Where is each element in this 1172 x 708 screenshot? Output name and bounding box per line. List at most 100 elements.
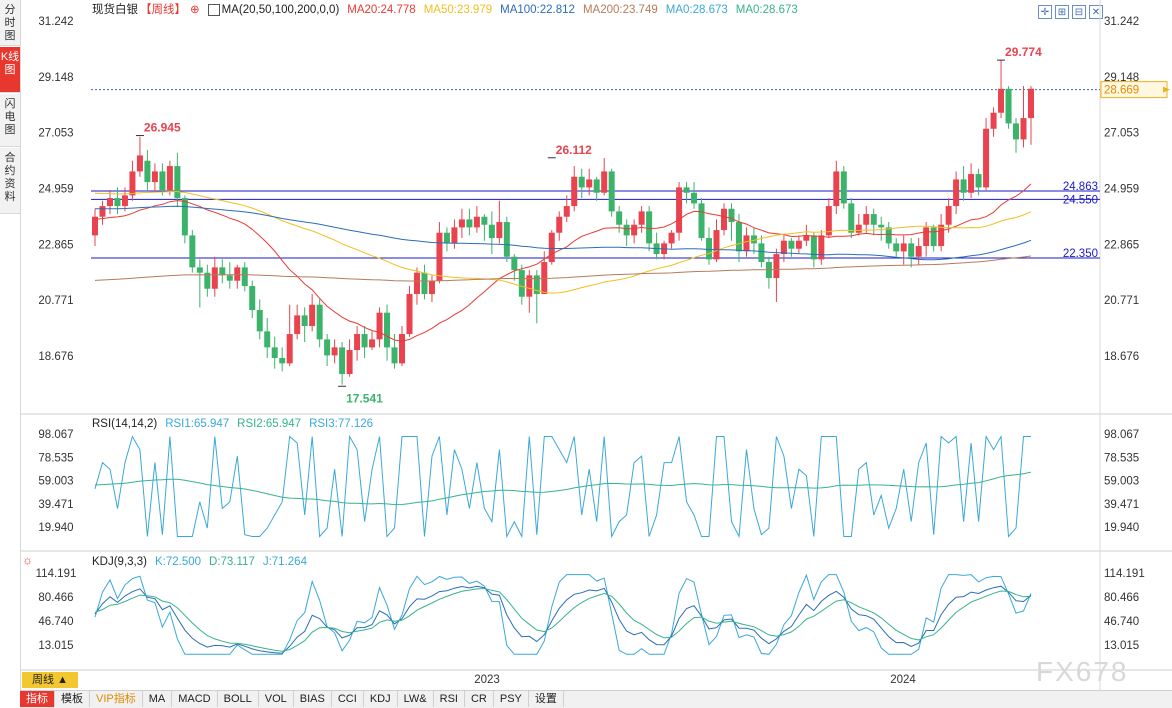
candle-body: [226, 275, 233, 281]
y-tick-right: 18.676: [1104, 351, 1139, 363]
candle-body: [758, 243, 765, 263]
tab-ma[interactable]: MA: [143, 691, 173, 707]
candle-body: [466, 219, 473, 228]
tab-timeshare[interactable]: 分时图: [0, 0, 20, 46]
kdj-tick-left: 13.015: [38, 640, 73, 652]
period-button[interactable]: 周线 ▲: [22, 672, 78, 688]
ma200-value: MA200:23.749: [582, 4, 658, 16]
candle-body: [691, 192, 698, 204]
candle-body: [151, 171, 158, 183]
candle-body: [286, 334, 293, 364]
tab-indicators[interactable]: 指标: [20, 691, 55, 707]
candle-body: [698, 203, 705, 239]
candle-body: [413, 272, 420, 295]
candle-body: [376, 312, 383, 340]
ma100-value: MA100:22.812: [500, 4, 575, 16]
candle-body: [249, 286, 256, 311]
zoom-out-icon[interactable]: ⊟: [1072, 5, 1086, 19]
candle-body: [578, 176, 585, 188]
y-tick-right: 31.242: [1104, 16, 1139, 28]
candle-body: [803, 235, 810, 241]
tab-bias[interactable]: BIAS: [294, 691, 332, 707]
candle-body: [361, 334, 368, 348]
rsi3-value: RSI3:77.126: [309, 418, 374, 430]
candle-body: [181, 198, 188, 236]
settings-icon[interactable]: ⊕: [190, 4, 200, 16]
tab-vol[interactable]: VOL: [259, 691, 294, 707]
tab-settings[interactable]: 设置: [529, 691, 564, 707]
tab-lw[interactable]: LW&: [398, 691, 434, 707]
tab-kdj[interactable]: KDJ: [364, 691, 398, 707]
kdj-tick-right: 80.466: [1104, 592, 1139, 604]
candle-body: [795, 240, 802, 249]
candle-body: [428, 280, 435, 295]
candle-body: [324, 339, 331, 356]
y-tick-right: 29.148: [1104, 72, 1139, 84]
candle-body: [219, 267, 226, 276]
candle-body: [945, 206, 952, 225]
tab-contract-info[interactable]: 合约资料: [0, 148, 20, 214]
ma50-value: MA50:23.979: [423, 4, 493, 16]
candle-body: [1020, 118, 1027, 140]
rsi-legend: RSI(14,14,2) RSI1:65.947 RSI2:65.947 RSI3:7…: [92, 417, 381, 431]
current-price-label: 28.669: [1104, 85, 1139, 97]
candle-body: [166, 166, 173, 191]
candle-body: [309, 304, 316, 327]
tab-boll[interactable]: BOLL: [218, 691, 259, 707]
candle-body: [99, 206, 106, 217]
tab-flash[interactable]: 闪电图: [0, 94, 20, 147]
candle-body: [159, 171, 166, 191]
candle-body: [488, 224, 495, 239]
d-value: D:73.117: [209, 556, 255, 568]
tab-kline[interactable]: K线图: [0, 47, 20, 93]
candle-body: [316, 304, 323, 340]
tab-rsi[interactable]: RSI: [434, 691, 465, 707]
candle-body: [436, 232, 443, 281]
left-divider: [20, 0, 21, 692]
rsi-tick-left: 59.003: [38, 476, 73, 488]
rsi-tick-right: 39.471: [1104, 499, 1139, 511]
candle-body: [526, 275, 533, 297]
ma0a-value: MA0:28.673: [665, 4, 728, 16]
candle-body: [279, 358, 286, 364]
level-label: 24.863: [1063, 181, 1098, 193]
candle-body: [92, 216, 98, 236]
candle-body: [960, 179, 967, 193]
candle-body: [825, 206, 832, 236]
candle-body: [998, 88, 1005, 113]
candle-body: [271, 347, 278, 359]
candle-body: [196, 267, 203, 273]
tab-templates[interactable]: 模板: [55, 691, 90, 707]
y-tick-right: 22.865: [1104, 239, 1139, 251]
reset-icon[interactable]: ✕: [1089, 5, 1103, 19]
rsi-tick-right: 98.067: [1104, 429, 1139, 441]
candle-body: [788, 240, 795, 249]
candle-body: [174, 166, 181, 199]
candle-body: [121, 195, 128, 207]
candle-body: [406, 294, 413, 335]
candle-body: [735, 222, 742, 252]
candle-body: [593, 179, 600, 193]
candle-body: [563, 206, 570, 217]
tab-vip-indicators[interactable]: VIP指标: [90, 691, 143, 707]
zoom-in-icon[interactable]: ⊞: [1055, 5, 1069, 19]
candle-body: [586, 179, 593, 188]
sun-icon[interactable]: ☼: [22, 553, 33, 567]
tab-cci[interactable]: CCI: [332, 691, 364, 707]
candle-body: [631, 224, 638, 236]
rsi-tick-left: 39.471: [38, 499, 73, 511]
price-annotation: 17.541: [346, 391, 383, 405]
price-pointer-icon: [1163, 86, 1170, 93]
ma100-line: [95, 205, 1032, 261]
tab-cr[interactable]: CR: [465, 691, 494, 707]
candle-body: [878, 224, 885, 228]
ma-config-icon[interactable]: [207, 3, 220, 16]
candle-body: [294, 315, 301, 335]
candle-body: [136, 155, 143, 172]
y-tick-left: 22.865: [38, 239, 73, 251]
tab-macd[interactable]: MACD: [172, 691, 218, 707]
candle-body: [1013, 123, 1020, 140]
side-tab-bar: 分时图 K线图 闪电图 合约资料: [0, 0, 20, 215]
crosshair-icon[interactable]: ✛: [1038, 5, 1052, 19]
tab-psy[interactable]: PSY: [494, 691, 529, 707]
